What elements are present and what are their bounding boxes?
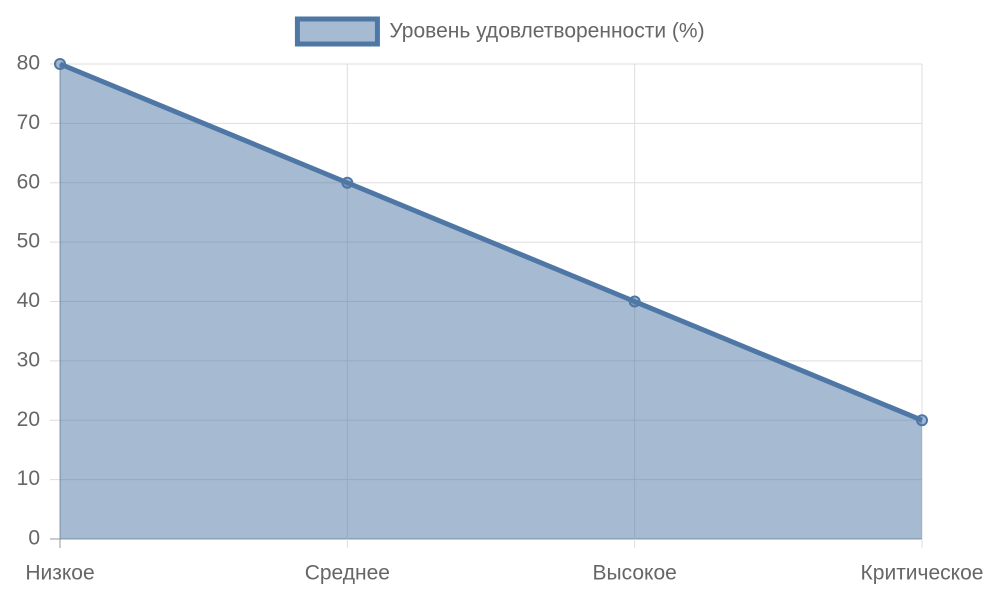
legend-swatch — [294, 16, 380, 47]
x-tick-label: Низкое — [25, 562, 94, 585]
point — [916, 414, 928, 427]
y-tick-label: 10 — [17, 467, 40, 490]
legend-label: Уровень удовлетворенности (%) — [389, 20, 704, 43]
line — [59, 61, 923, 423]
point — [54, 58, 66, 70]
y-tick-label: 60 — [17, 170, 40, 193]
x-tick-label: Критическое — [861, 562, 984, 585]
y-tick-label: 70 — [17, 111, 40, 134]
y-tick-label: 30 — [17, 348, 40, 371]
y-tick-label: 40 — [17, 289, 40, 312]
x-tick-label: Высокое — [593, 562, 677, 585]
x-tick-label: Среднее — [305, 562, 390, 585]
y-tick-label: 20 — [17, 408, 40, 431]
point — [341, 176, 354, 189]
y-tick-label: 0 — [28, 527, 40, 550]
y-tick-label: 80 — [17, 52, 40, 75]
y-tick-label: 50 — [17, 230, 40, 253]
area — [60, 64, 922, 539]
point — [628, 295, 641, 308]
